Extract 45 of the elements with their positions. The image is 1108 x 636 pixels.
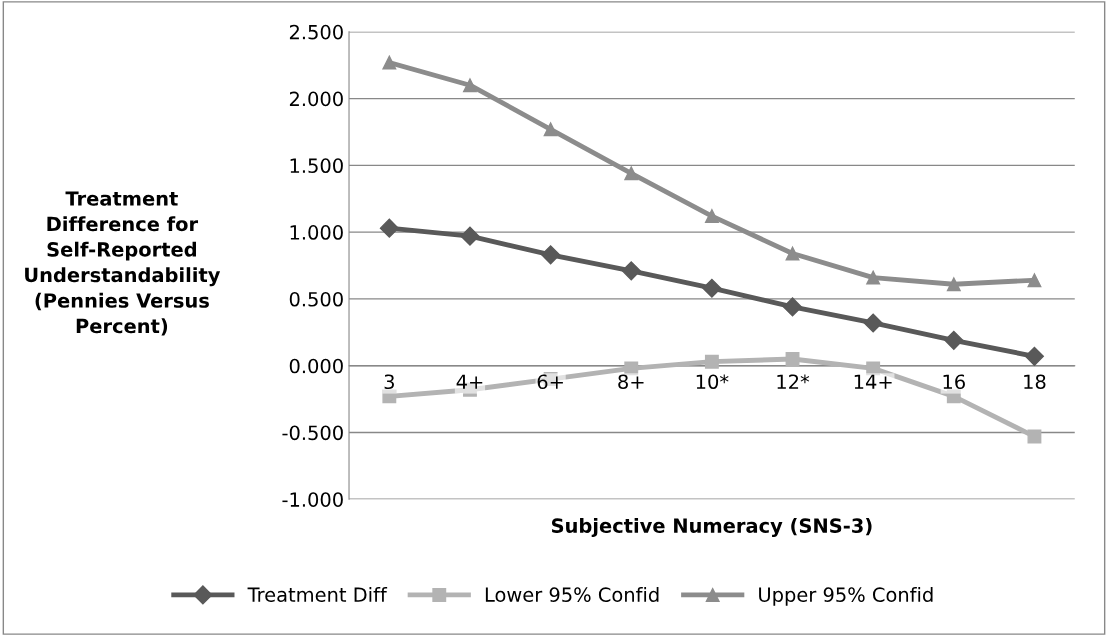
x-tick-label: 10* <box>696 374 729 390</box>
y-tick-label: 1.000 <box>290 225 343 240</box>
point <box>946 389 961 404</box>
x-tick-label: 16 <box>943 374 965 390</box>
point <box>1027 273 1042 288</box>
x-tick-label: 6+ <box>537 374 563 390</box>
y-tick-label: 0.500 <box>289 291 343 307</box>
point <box>379 218 399 238</box>
point <box>382 389 397 404</box>
legend-label: Treatment Diff <box>247 586 388 603</box>
point <box>1024 346 1044 366</box>
point <box>1027 429 1042 444</box>
x-axis-title: Subjective Numeracy (SNS-3) <box>551 517 872 537</box>
point <box>944 330 964 350</box>
y-tick-label: 2.000 <box>289 91 343 107</box>
legend-label: Upper 95% Confid <box>759 586 933 606</box>
x-tick-label: 3 <box>384 374 394 390</box>
x-tick-label: 14+ <box>854 374 892 389</box>
y-tick-label: -1.000 <box>282 492 343 507</box>
point <box>863 313 883 333</box>
point <box>624 166 639 181</box>
legend-label: Lower 95% Confid <box>485 586 659 603</box>
point <box>946 277 961 292</box>
point <box>541 245 561 265</box>
point <box>382 55 397 70</box>
x-tick-label: 8+ <box>618 374 644 390</box>
point <box>460 226 480 246</box>
y-axis-title: Treatment Difference for Self-Reported Understandability (Pennies Versus Percent) <box>25 191 221 336</box>
x-tick-label: 12* <box>777 374 810 389</box>
point <box>866 270 881 285</box>
point <box>702 278 722 298</box>
point <box>782 297 803 317</box>
point <box>704 209 719 224</box>
x-tick-label: 4+ <box>456 374 483 389</box>
point <box>785 246 800 261</box>
point <box>704 354 719 369</box>
y-tick-label: 2.500 <box>289 24 343 40</box>
y-tick-label: 1.500 <box>290 158 343 174</box>
point <box>543 122 558 137</box>
y-tick-label: -0.500 <box>282 425 343 441</box>
point <box>463 78 477 93</box>
point <box>621 261 641 281</box>
point <box>785 352 800 366</box>
x-tick-label: 18 <box>1024 374 1046 390</box>
y-tick-label: 0.000 <box>289 358 343 374</box>
